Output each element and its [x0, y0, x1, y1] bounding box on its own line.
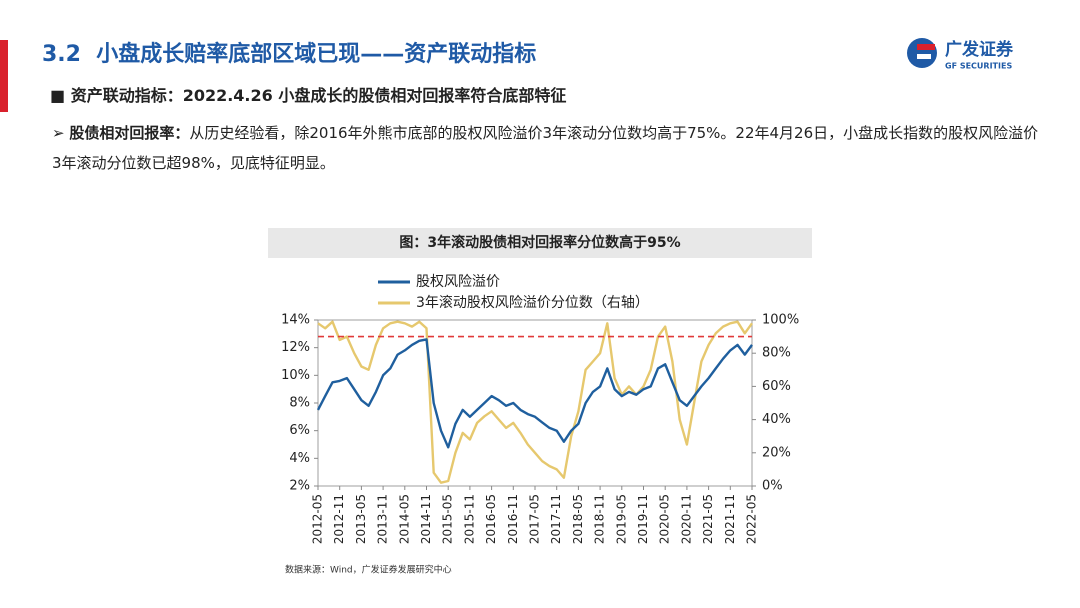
y2-tick-label: 0%	[762, 479, 783, 494]
legend-label: 股权风险溢价	[416, 274, 500, 290]
legend-label: 3年滚动股权风险溢价分位数（右轴）	[416, 294, 649, 311]
source: 数据来源：Wind，广发证券发展研究中心	[285, 564, 452, 576]
x-tick-label: 2018-11	[593, 494, 607, 544]
x-tick-label: 2016-11	[506, 494, 520, 544]
x-tick-label: 2014-05	[397, 494, 411, 544]
y2-tick-label: 60%	[762, 379, 791, 394]
plot-frame	[317, 319, 753, 487]
x-tick-label: 2019-11	[636, 494, 650, 544]
x-tick-label: 2014-11	[419, 494, 433, 544]
logo: 广发证券 GF SECURITIES	[907, 38, 1014, 71]
y2-tick-label: 80%	[762, 346, 791, 361]
x-tick-label: 2017-05	[528, 494, 542, 544]
y2-tick-label: 20%	[762, 445, 791, 460]
x-tick-label: 2015-05	[441, 494, 455, 544]
x-tick-label: 2015-11	[462, 494, 476, 544]
x-tick-label: 2021-11	[723, 494, 737, 544]
logo-en: GF SECURITIES	[945, 62, 1012, 71]
y-tick-label: 4%	[289, 451, 310, 466]
x-tick-label: 2020-05	[658, 494, 672, 544]
logo-name: 广发证券	[945, 39, 1014, 60]
y-tick-label: 12%	[281, 340, 310, 355]
x-tick-label: 2012-05	[311, 494, 325, 544]
series-line	[317, 320, 753, 484]
chart-title: 图：3年滚动股债相对回报率分位数高于95%	[399, 234, 680, 251]
x-tick-label: 2019-05	[614, 494, 628, 544]
paragraph: ➢ 股债相对回报率：从历史经验看，除2016年外熊市底部的股权风险溢价3年滚动分…	[52, 118, 1042, 178]
accent-bar	[0, 40, 8, 112]
logo-mark	[917, 54, 931, 59]
paragraph-text: 从历史经验看，除2016年外熊市底部的股权风险溢价3年滚动分位数均高于75%。2…	[52, 124, 1039, 172]
chart-title-box	[268, 228, 812, 258]
y-tick-label: 10%	[281, 368, 310, 383]
y-tick-label: 2%	[289, 479, 310, 494]
x-tick-label: 2016-05	[484, 494, 498, 544]
x-tick-label: 2022-05	[745, 494, 759, 544]
bullet: ■ 资产联动指标：2022.4.26 小盘成长的股债相对回报率符合底部特征	[50, 82, 566, 106]
x-tick-label: 2013-11	[376, 494, 390, 544]
slide-title: 3.2 小盘成长赔率底部区域已现——资产联动指标	[42, 42, 537, 67]
x-tick-label: 2012-11	[332, 494, 346, 544]
x-tick-label: 2013-05	[354, 494, 368, 544]
x-tick-label: 2021-05	[701, 494, 715, 544]
y-tick-label: 14%	[281, 313, 310, 328]
y2-tick-label: 40%	[762, 412, 791, 427]
y2-tick-label: 100%	[762, 313, 799, 328]
series-line	[316, 338, 753, 449]
paragraph-label: 股债相对回报率：	[69, 124, 190, 142]
x-tick-label: 2020-11	[679, 494, 693, 544]
bullet-text: 资产联动指标：2022.4.26 小盘成长的股债相对回报率符合底部特征	[70, 86, 567, 105]
y-tick-label: 8%	[289, 396, 310, 411]
y-tick-label: 6%	[289, 423, 310, 438]
logo-mark	[917, 44, 935, 50]
x-tick-label: 2017-11	[549, 494, 563, 544]
x-tick-label: 2018-05	[571, 494, 585, 544]
arrow-icon: ➢	[52, 124, 70, 142]
bullet-icon: ■	[50, 86, 71, 105]
